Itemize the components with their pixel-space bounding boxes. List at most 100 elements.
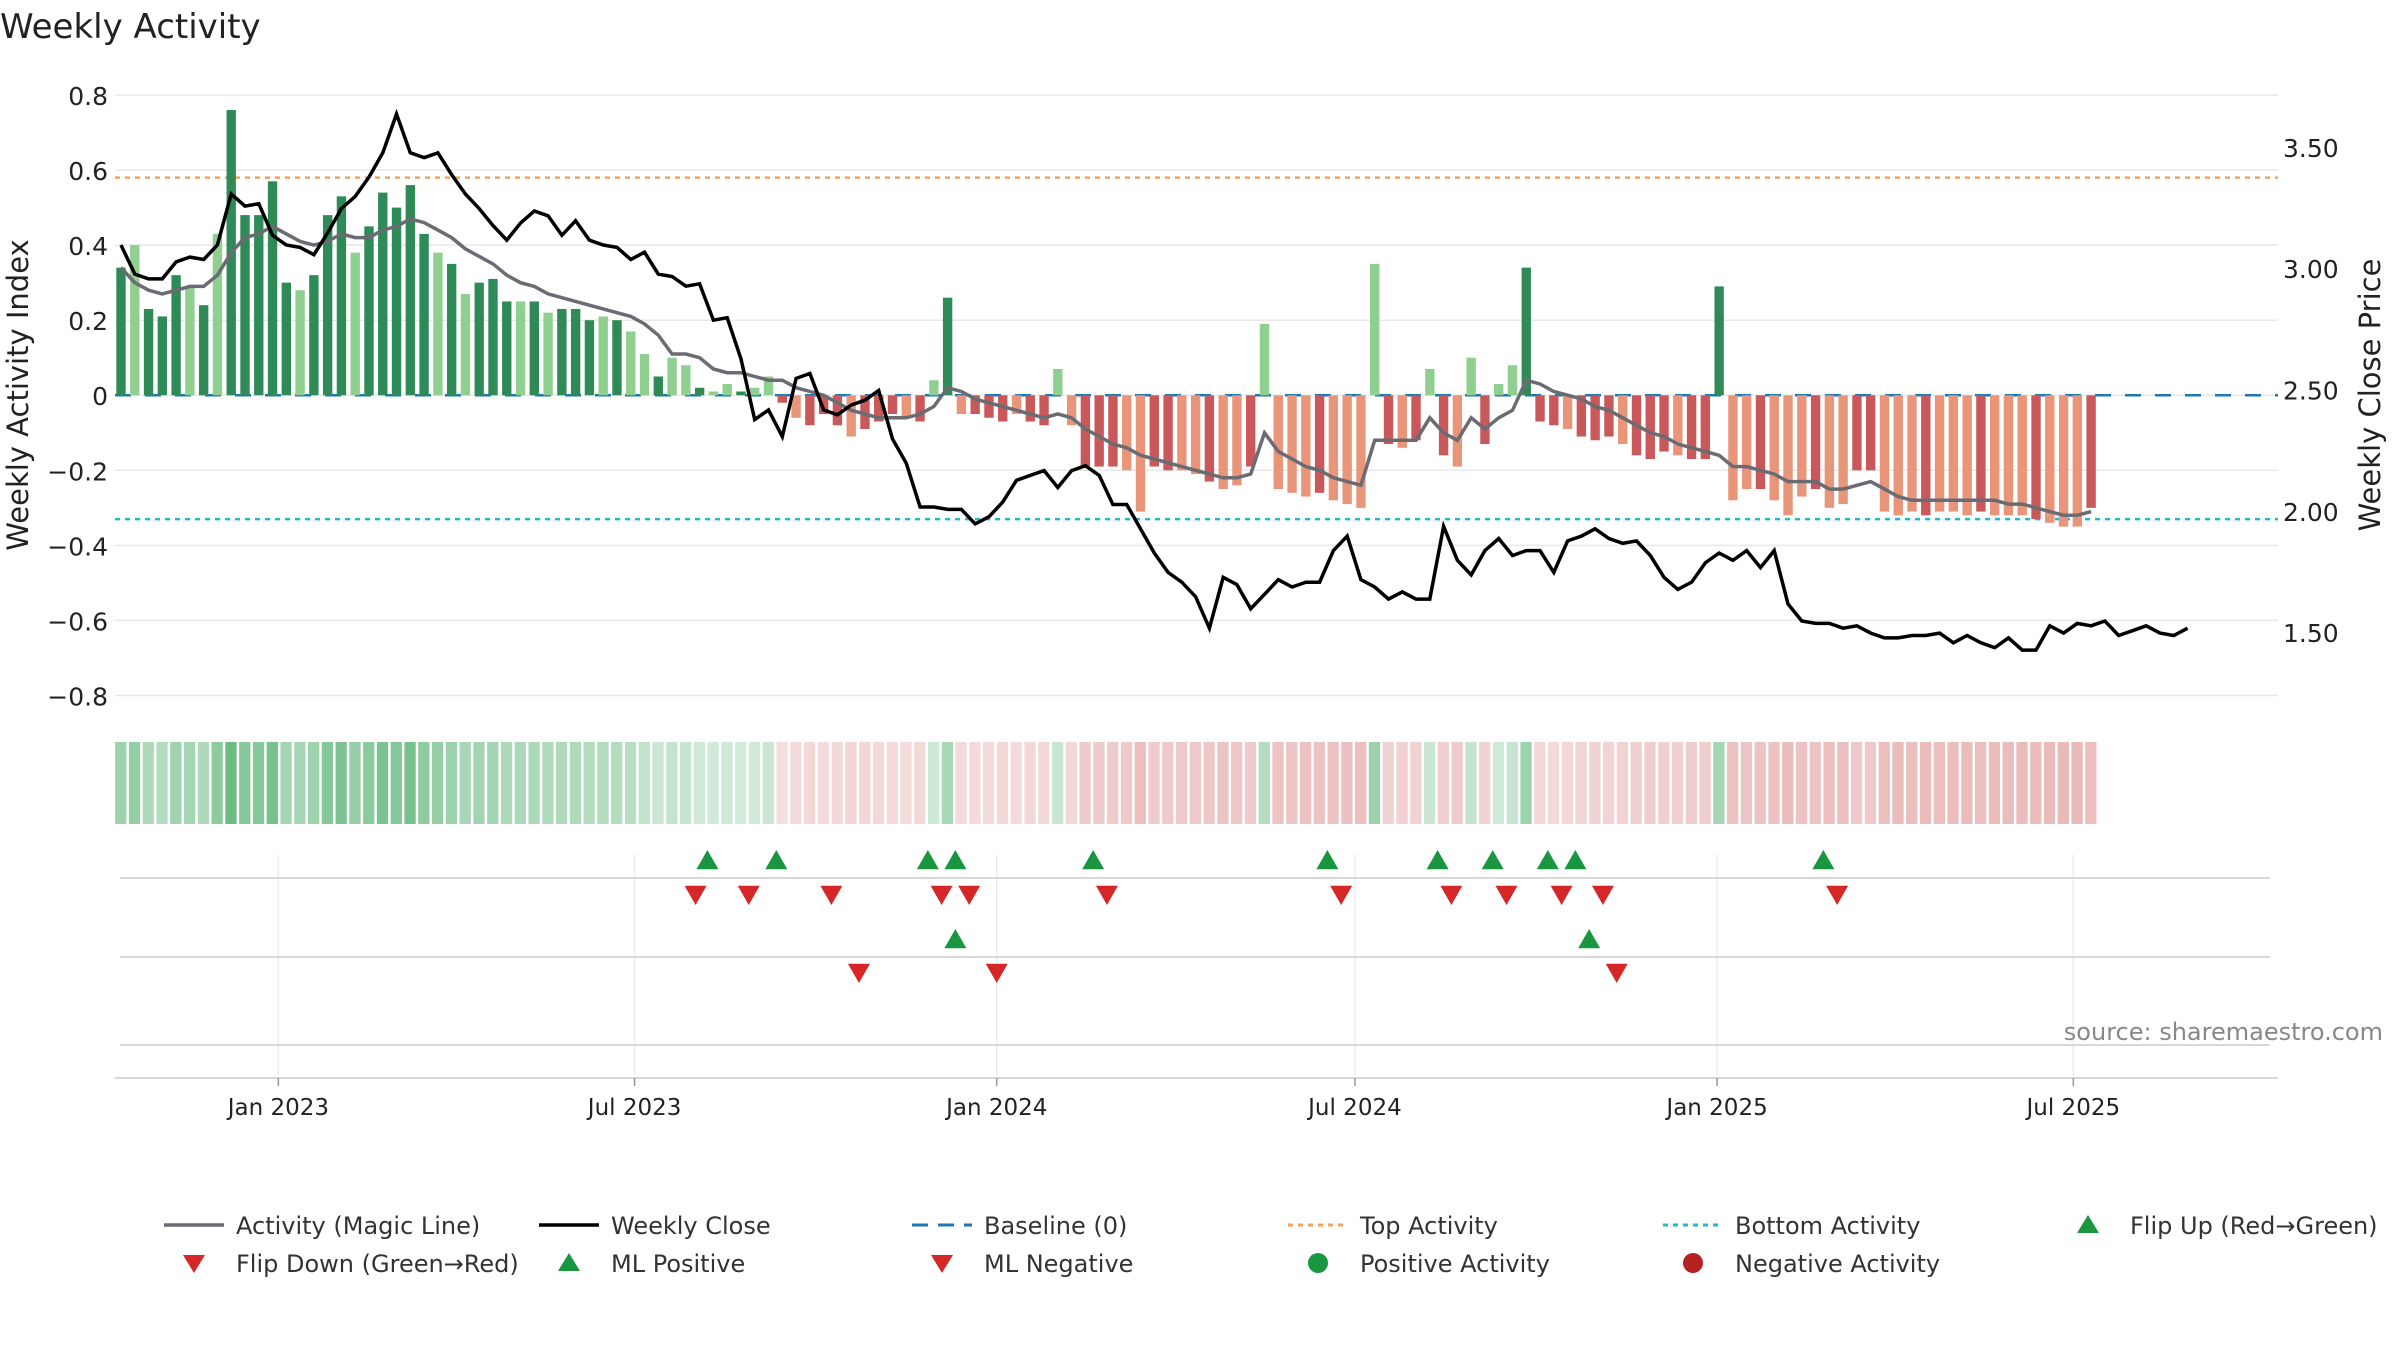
- activity-bar: [1576, 395, 1587, 437]
- heat-cell: [1093, 742, 1105, 824]
- heat-cell: [128, 742, 141, 824]
- activity-bar: [2086, 395, 2096, 508]
- heat-cell: [611, 742, 623, 824]
- legend-item: Flip Down (Green→Red): [183, 1250, 519, 1278]
- activity-bar: [502, 301, 512, 396]
- activity-bar: [984, 395, 994, 418]
- activity-bar: [1259, 323, 1270, 396]
- legend-item: Top Activity: [1288, 1212, 1498, 1240]
- activity-bar: [1783, 395, 1793, 516]
- heat-cell: [1492, 742, 1505, 824]
- legend-swatch: [1308, 1253, 1328, 1273]
- activity-bar: [681, 365, 691, 396]
- heat-cell: [886, 742, 898, 824]
- heat-cell: [1368, 742, 1381, 824]
- x-tick-label: Jan 2023: [226, 1095, 329, 1121]
- activity-bar: [1149, 395, 1159, 467]
- heat-cell: [859, 742, 871, 824]
- activity-bar: [598, 316, 608, 396]
- flip-up-marker: [916, 850, 939, 870]
- heat-cell: [211, 742, 223, 824]
- legend-item: Baseline (0): [912, 1212, 1127, 1240]
- activity-bar: [1934, 395, 1945, 512]
- heat-cell: [1671, 742, 1684, 824]
- heat-cell: [528, 742, 540, 824]
- activity-bar: [584, 320, 595, 396]
- heat-cell: [1658, 742, 1670, 824]
- activity-bar: [405, 185, 416, 396]
- activity-bar: [846, 395, 856, 437]
- heat-cell: [1630, 742, 1642, 824]
- activity-bar: [639, 353, 650, 396]
- flip-up-marker: [944, 850, 967, 870]
- heat-cell: [1809, 742, 1821, 824]
- activity-bar: [254, 215, 264, 396]
- heat-cell: [748, 742, 761, 824]
- ml-negative-marker: [847, 963, 870, 983]
- heat-cell: [983, 742, 995, 824]
- flip-up-marker: [1481, 850, 1504, 870]
- heat-cell: [1961, 742, 1973, 824]
- heat-cell: [2030, 742, 2042, 824]
- x-tick-label: Jul 2023: [586, 1095, 682, 1121]
- heat-cell: [790, 742, 802, 824]
- legend-item: Negative Activity: [1683, 1250, 1940, 1278]
- heat-cell: [1120, 742, 1133, 824]
- activity-bar: [1562, 395, 1573, 430]
- flip-down-marker: [820, 885, 843, 905]
- legend-label: Weekly Close: [611, 1212, 771, 1240]
- heat-cell: [1892, 742, 1904, 824]
- activity-bar: [1494, 383, 1504, 396]
- heat-cell: [459, 742, 471, 824]
- heat-cell: [1713, 742, 1725, 824]
- heat-cell: [1727, 742, 1739, 824]
- activity-bar: [1879, 395, 1890, 512]
- heat-cell: [666, 742, 678, 824]
- y-tick-label: −0.6: [47, 607, 108, 636]
- activity-bar: [763, 376, 774, 396]
- flip-down-marker: [1440, 885, 1463, 905]
- activity-bar: [212, 233, 223, 396]
- heat-cell: [1699, 742, 1711, 824]
- heat-cell: [1919, 742, 1932, 824]
- flip-up-marker: [1316, 850, 1339, 870]
- heat-cell: [831, 742, 843, 824]
- ml-positive-marker: [944, 929, 967, 949]
- heat-cell: [1341, 742, 1353, 824]
- heat-cell: [363, 742, 375, 824]
- activity-bar: [626, 331, 636, 396]
- y-tick-label: −0.8: [47, 682, 108, 711]
- activity-bar: [378, 192, 388, 396]
- activity-bar: [998, 395, 1008, 422]
- heat-cell: [473, 742, 485, 824]
- activity-bar: [446, 263, 457, 396]
- activity-bar: [1686, 395, 1697, 460]
- heat-cell: [1851, 742, 1863, 824]
- activity-bar: [1824, 395, 1835, 508]
- activity-bar: [515, 301, 526, 396]
- activity-bar: [2003, 395, 2014, 516]
- activity-bar: [915, 395, 925, 422]
- heat-cell: [1010, 742, 1022, 824]
- activity-bar: [130, 245, 140, 396]
- activity-bar: [805, 395, 815, 426]
- heat-cell: [1327, 742, 1339, 824]
- heat-cell: [1286, 742, 1298, 824]
- heat-cell: [1534, 742, 1546, 824]
- heat-cell: [1906, 742, 1918, 824]
- activity-bar: [295, 290, 305, 396]
- heat-cell: [2043, 742, 2056, 824]
- heat-cell: [1313, 742, 1325, 824]
- heat-cell: [1065, 742, 1078, 824]
- heat-cell: [1451, 742, 1463, 824]
- activity-bar: [818, 395, 829, 415]
- chart-title: Weekly Activity: [0, 7, 261, 47]
- heat-cell: [941, 742, 954, 824]
- y-tick-label: 0.6: [68, 157, 108, 186]
- heat-cell: [349, 742, 361, 824]
- legend-item: Activity (Magic Line): [164, 1212, 480, 1240]
- heat-cell: [183, 742, 196, 824]
- activity-bar: [1659, 395, 1669, 452]
- activity-bar: [708, 391, 719, 396]
- heat-cell: [597, 742, 609, 824]
